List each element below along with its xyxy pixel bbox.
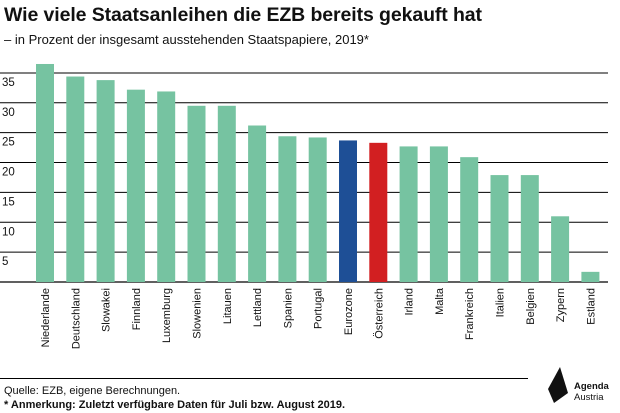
bar <box>217 105 236 282</box>
x-category-label: Frankreich <box>464 288 476 340</box>
chart-title: Wie viele Staatsanleihen die EZB bereits… <box>4 4 482 26</box>
chart-subtitle: – in Prozent der insgesamt ausstehenden … <box>4 32 369 47</box>
x-category-label: Zypern <box>555 288 567 322</box>
logo-text-austria: Austria <box>574 392 604 403</box>
x-category-label: Belgien <box>525 288 537 325</box>
bar <box>429 146 448 282</box>
y-tick-label: 20 <box>2 167 15 179</box>
x-category-label: Slowenien <box>192 288 204 339</box>
x-category-label: Portugal <box>313 288 325 329</box>
source-note: Quelle: EZB, eigene Berechnungen. <box>4 385 181 397</box>
bar <box>551 216 570 282</box>
footnote: * Anmerkung: Zuletzt verfügbare Daten fü… <box>4 399 346 411</box>
y-tick-label: 35 <box>2 77 15 89</box>
x-category-label: Malta <box>434 287 446 315</box>
bar-chart: 5 10 15 20 25 30 35 Niederlande Deutschland Slowa… <box>0 63 608 349</box>
x-category-label: Estland <box>585 288 597 325</box>
x-category-label: Finnland <box>131 288 143 330</box>
x-category-label: Litauen <box>222 288 234 324</box>
bar <box>66 76 85 283</box>
agenda-austria-logo <box>548 367 568 403</box>
bar <box>278 136 297 282</box>
bar <box>126 89 145 282</box>
y-tick-label: 25 <box>2 137 15 149</box>
footer-divider <box>0 378 528 379</box>
bar <box>490 175 509 282</box>
bar <box>520 175 539 282</box>
x-category-label: Deutschland <box>70 288 82 349</box>
x-category-label: Niederlande <box>40 288 52 347</box>
y-tick-label: 10 <box>2 226 15 238</box>
x-category-label: Eurozone <box>343 288 355 335</box>
bar <box>308 137 327 282</box>
bar <box>460 157 479 282</box>
x-category-label: Italien <box>495 288 507 317</box>
bar <box>581 271 600 282</box>
bar <box>248 125 267 282</box>
x-category-label: Irland <box>404 288 416 316</box>
y-tick-label: 30 <box>2 107 15 119</box>
bar <box>339 140 357 282</box>
bar <box>96 80 115 282</box>
bar <box>369 142 388 282</box>
bar <box>157 91 176 283</box>
x-category-label: Slowakei <box>101 288 113 332</box>
y-tick-label: 5 <box>2 256 8 268</box>
x-category-label: Luxemburg <box>161 288 173 343</box>
x-category-label: Spanien <box>282 288 294 328</box>
y-tick-label: 15 <box>2 196 15 208</box>
bar <box>36 63 54 283</box>
logo-text-agenda: Agenda <box>574 381 609 392</box>
bar <box>187 105 206 282</box>
bar <box>399 146 418 282</box>
x-category-label: Österreich <box>373 288 385 339</box>
x-category-label: Lettland <box>252 288 264 327</box>
